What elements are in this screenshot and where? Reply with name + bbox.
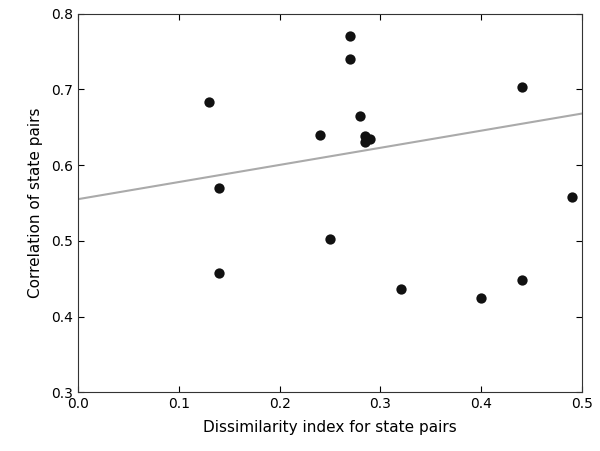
Point bbox=[476, 294, 486, 301]
Point bbox=[365, 135, 375, 142]
Point bbox=[517, 276, 526, 284]
Point bbox=[361, 139, 370, 146]
Point bbox=[346, 32, 355, 40]
Y-axis label: Correlation of state pairs: Correlation of state pairs bbox=[28, 108, 43, 298]
Point bbox=[396, 285, 406, 292]
X-axis label: Dissimilarity index for state pairs: Dissimilarity index for state pairs bbox=[203, 419, 457, 435]
Point bbox=[214, 184, 224, 191]
Point bbox=[214, 269, 224, 276]
Point bbox=[325, 236, 335, 243]
Point bbox=[361, 133, 370, 140]
Point bbox=[204, 99, 214, 106]
Point bbox=[346, 55, 355, 63]
Point bbox=[567, 193, 577, 201]
Point bbox=[355, 112, 365, 120]
Point bbox=[517, 83, 526, 91]
Point bbox=[315, 131, 325, 138]
